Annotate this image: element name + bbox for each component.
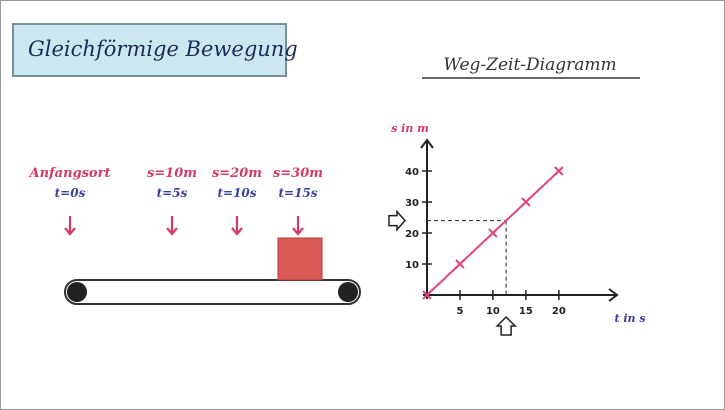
x-tick-label: 15 [519,306,533,317]
point-cross [521,197,531,207]
title-box [12,23,287,77]
arrow [166,216,178,236]
pointer-left [388,209,407,232]
y-axis [420,138,434,299]
point-cross [422,290,432,300]
belt-roller [338,282,358,302]
chart-title: Weg-Zeit-Diagramm [443,55,616,75]
x-tick-label: 5 [456,306,463,317]
point-cross [488,228,498,238]
y-tick-label: 40 [405,167,419,178]
arrow [64,216,76,236]
arrow [231,216,243,236]
point-cross [455,259,465,269]
x-tick-label: 10 [486,306,500,317]
arrow [292,216,304,236]
place-label: s=10m [147,166,197,181]
time-label: t=10s [217,186,256,200]
title: Gleichförmige Bewegung [28,37,298,61]
positions: Anfangsort t=0s s=10m t=5s s=20m t=10s s=30m t=… [28,166,323,236]
x-axis-label: t in s [614,312,645,325]
box [277,237,323,281]
y-tick-label: 20 [405,229,419,240]
pointer-up [495,315,517,336]
time-label: t=15s [278,186,317,200]
point-cross [554,166,564,176]
time-label: t=0s [55,186,86,200]
belt [64,279,361,305]
x-tick-label: 20 [552,306,566,317]
y-tick-label: 10 [405,260,419,271]
chart: s in m t in s 10 20 30 40 5 10 15 20 [388,122,646,336]
x-axis [423,288,619,302]
place-label: Anfangsort [28,166,111,181]
place-label: s=20m [212,166,262,181]
time-label: t=5s [157,186,188,200]
y-tick-label: 30 [405,198,419,209]
y-axis-label: s in m [391,122,429,135]
place-label: s=30m [273,166,323,181]
belt-roller [67,282,87,302]
